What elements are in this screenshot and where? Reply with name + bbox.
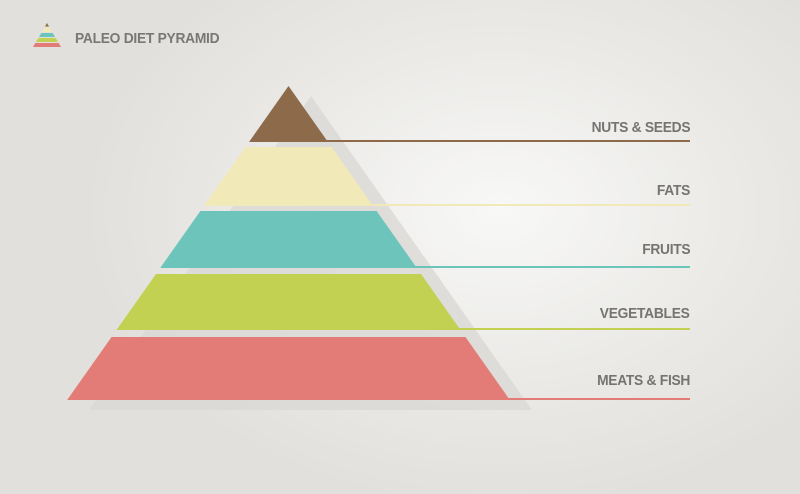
pyramid-level-nuts-seeds [249, 86, 328, 142]
level-label-vegetables: VEGETABLES [600, 305, 690, 322]
pyramid-level-vegetables [116, 274, 461, 330]
level-label-fruits: FRUITS [641, 241, 690, 258]
pyramid-level-meats-fish [67, 337, 510, 400]
level-label-meats-fish: MEATS & FISH [596, 372, 690, 389]
pyramid-level-fruits [160, 211, 417, 268]
mini-pyramid-icon [33, 23, 61, 47]
level-label-nuts-seeds: NUTS & SEEDS [591, 119, 690, 136]
pyramid-level-fats [203, 147, 374, 206]
page-title: PALEO DIET PYRAMID [75, 30, 220, 47]
level-label-fats: FATS [656, 182, 690, 199]
